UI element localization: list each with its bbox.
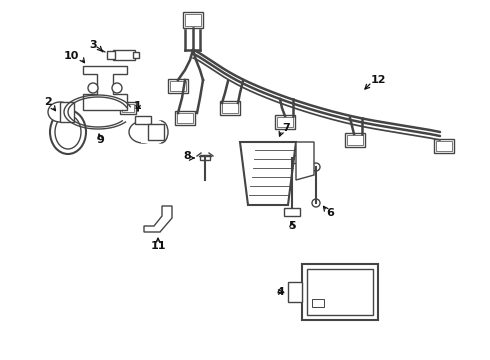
Bar <box>220 101 240 115</box>
Bar <box>175 111 195 125</box>
Ellipse shape <box>50 110 86 154</box>
Polygon shape <box>83 66 127 110</box>
Ellipse shape <box>129 121 157 143</box>
Bar <box>307 269 373 315</box>
Bar <box>107 51 115 59</box>
Bar <box>177 113 193 123</box>
Text: 12: 12 <box>370 75 386 85</box>
Bar <box>302 264 378 320</box>
Bar <box>60 102 74 122</box>
Bar <box>122 104 134 112</box>
Text: 4: 4 <box>276 287 284 297</box>
Bar <box>141 121 161 143</box>
Bar <box>120 102 136 114</box>
Ellipse shape <box>154 121 168 143</box>
Ellipse shape <box>48 102 72 122</box>
Text: 5: 5 <box>288 221 296 231</box>
Bar <box>183 12 203 28</box>
Bar <box>148 124 164 140</box>
Bar <box>345 133 365 147</box>
Text: 8: 8 <box>183 151 191 161</box>
Bar <box>168 79 188 93</box>
Polygon shape <box>240 142 296 205</box>
Polygon shape <box>296 142 314 180</box>
Text: 11: 11 <box>150 241 166 251</box>
Bar <box>275 115 295 129</box>
Bar <box>200 155 210 160</box>
Bar <box>170 81 186 91</box>
Circle shape <box>112 83 122 93</box>
Bar <box>185 14 201 26</box>
Text: 9: 9 <box>96 135 104 145</box>
Text: 10: 10 <box>63 51 79 61</box>
Text: 3: 3 <box>89 40 97 50</box>
Bar <box>436 141 452 151</box>
Bar <box>135 116 151 124</box>
Bar <box>284 208 300 216</box>
Bar <box>222 103 238 113</box>
Circle shape <box>312 163 320 171</box>
Bar <box>113 50 135 60</box>
Circle shape <box>312 199 320 207</box>
Text: 2: 2 <box>44 97 52 107</box>
Text: 1: 1 <box>134 101 142 111</box>
Polygon shape <box>144 206 172 232</box>
Bar <box>284 155 300 163</box>
Circle shape <box>88 83 98 93</box>
Bar <box>312 299 324 307</box>
Bar <box>347 135 363 145</box>
Ellipse shape <box>55 115 81 149</box>
Bar <box>434 139 454 153</box>
Bar <box>288 282 302 302</box>
Text: 6: 6 <box>326 208 334 218</box>
Text: 7: 7 <box>282 123 290 133</box>
Bar <box>133 52 139 58</box>
Bar <box>277 117 293 127</box>
